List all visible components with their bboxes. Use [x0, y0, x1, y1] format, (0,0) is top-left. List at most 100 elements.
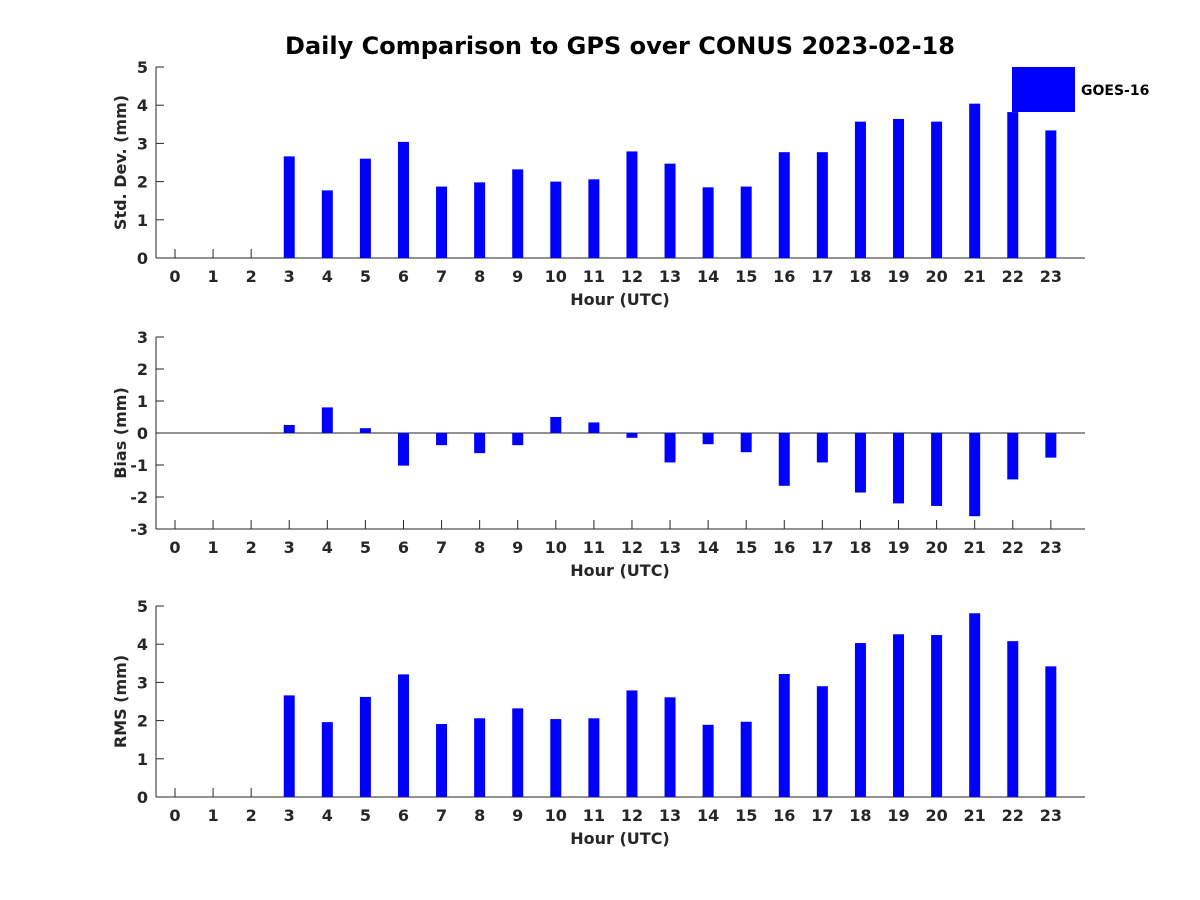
bar-bias-19: [893, 433, 905, 504]
x-tick-label: 10: [545, 806, 567, 825]
bar-bias-11: [588, 422, 600, 433]
x-tick-label: 20: [925, 806, 947, 825]
y-tick-label: -2: [130, 488, 148, 507]
x-tick-label: 18: [849, 267, 871, 286]
bar-rms-12: [626, 690, 638, 797]
y-tick-label: 4: [137, 96, 148, 115]
x-tick-label: 22: [1002, 538, 1024, 557]
y-tick-label: 4: [137, 635, 148, 654]
x-axis-label: Hour (UTC): [570, 290, 670, 309]
y-tick-label: 5: [137, 597, 148, 616]
x-tick-label: 3: [284, 806, 295, 825]
x-tick-label: 16: [773, 267, 795, 286]
x-tick-label: 17: [811, 538, 833, 557]
legend-swatch: [1012, 67, 1075, 112]
bar-std-dev-9: [512, 169, 524, 258]
bar-rms-15: [740, 721, 752, 797]
x-axis-label: Hour (UTC): [570, 561, 670, 580]
bar-std-dev-15: [740, 186, 752, 258]
bar-bias-15: [740, 433, 752, 453]
y-tick-label: -3: [130, 520, 148, 539]
bar-std-dev-19: [893, 118, 905, 259]
x-tick-label: 4: [322, 806, 333, 825]
bar-rms-22: [1007, 641, 1019, 797]
bar-rms-6: [397, 674, 409, 797]
x-tick-label: 16: [773, 538, 795, 557]
bar-std-dev-3: [283, 156, 295, 258]
x-tick-label: 21: [964, 806, 986, 825]
x-tick-label: 0: [169, 267, 180, 286]
bar-std-dev-4: [321, 190, 333, 258]
bar-bias-13: [664, 433, 676, 463]
bar-rms-11: [588, 718, 600, 797]
bar-bias-21: [969, 433, 981, 517]
x-tick-label: 7: [436, 538, 447, 557]
y-tick-label: 1: [137, 211, 148, 230]
bar-std-dev-23: [1045, 130, 1057, 258]
x-tick-label: 2: [246, 806, 257, 825]
bar-rms-23: [1045, 666, 1057, 797]
bar-std-dev-20: [931, 121, 943, 258]
x-tick-label: 4: [322, 267, 333, 286]
x-tick-label: 19: [887, 538, 909, 557]
bar-bias-22: [1007, 433, 1019, 480]
bar-bias-12: [626, 433, 638, 438]
x-tick-label: 2: [246, 538, 257, 557]
bar-bias-9: [512, 433, 524, 446]
x-tick-label: 15: [735, 806, 757, 825]
x-tick-label: 13: [659, 538, 681, 557]
bar-std-dev-17: [816, 152, 828, 258]
bar-std-dev-6: [397, 141, 409, 258]
x-tick-label: 13: [659, 267, 681, 286]
x-tick-label: 5: [360, 538, 371, 557]
bar-bias-7: [436, 433, 448, 446]
bar-rms-5: [359, 696, 371, 797]
x-tick-label: 8: [474, 267, 485, 286]
x-tick-label: 10: [545, 538, 567, 557]
y-tick-label: 1: [137, 392, 148, 411]
x-tick-label: 9: [512, 538, 523, 557]
bar-rms-17: [816, 686, 828, 797]
y-axis-label: RMS (mm): [111, 655, 130, 748]
x-tick-label: 11: [583, 267, 605, 286]
bar-rms-9: [512, 708, 524, 797]
x-tick-label: 5: [360, 267, 371, 286]
bar-rms-3: [283, 695, 295, 797]
y-tick-label: 0: [137, 424, 148, 443]
bar-bias-23: [1045, 433, 1057, 458]
bar-std-dev-21: [969, 103, 981, 258]
y-tick-label: 2: [137, 360, 148, 379]
y-axis-label: Bias (mm): [111, 387, 130, 479]
y-tick-label: 3: [137, 673, 148, 692]
x-tick-label: 8: [474, 806, 485, 825]
bar-bias-8: [474, 433, 486, 454]
bar-rms-21: [969, 613, 981, 797]
bar-std-dev-10: [550, 181, 562, 258]
y-tick-label: 5: [137, 58, 148, 77]
x-tick-label: 13: [659, 806, 681, 825]
y-tick-label: 3: [137, 328, 148, 347]
legend: GOES-16: [1012, 67, 1149, 112]
bar-std-dev-7: [436, 186, 448, 258]
x-tick-label: 0: [169, 806, 180, 825]
x-tick-label: 14: [697, 267, 719, 286]
x-tick-label: 12: [621, 267, 643, 286]
x-tick-label: 10: [545, 267, 567, 286]
bar-std-dev-22: [1007, 112, 1019, 259]
bar-bias-6: [397, 433, 409, 466]
bar-rms-10: [550, 719, 562, 797]
y-axis-label: Std. Dev. (mm): [111, 95, 130, 230]
x-tick-label: 1: [208, 538, 219, 557]
x-tick-label: 11: [583, 806, 605, 825]
x-tick-label: 19: [887, 267, 909, 286]
bar-std-dev-12: [626, 151, 638, 258]
x-tick-label: 4: [322, 538, 333, 557]
x-tick-label: 19: [887, 806, 909, 825]
bar-std-dev-13: [664, 163, 676, 258]
x-tick-label: 22: [1002, 806, 1024, 825]
bar-rms-20: [931, 635, 943, 797]
bar-rms-13: [664, 697, 676, 797]
